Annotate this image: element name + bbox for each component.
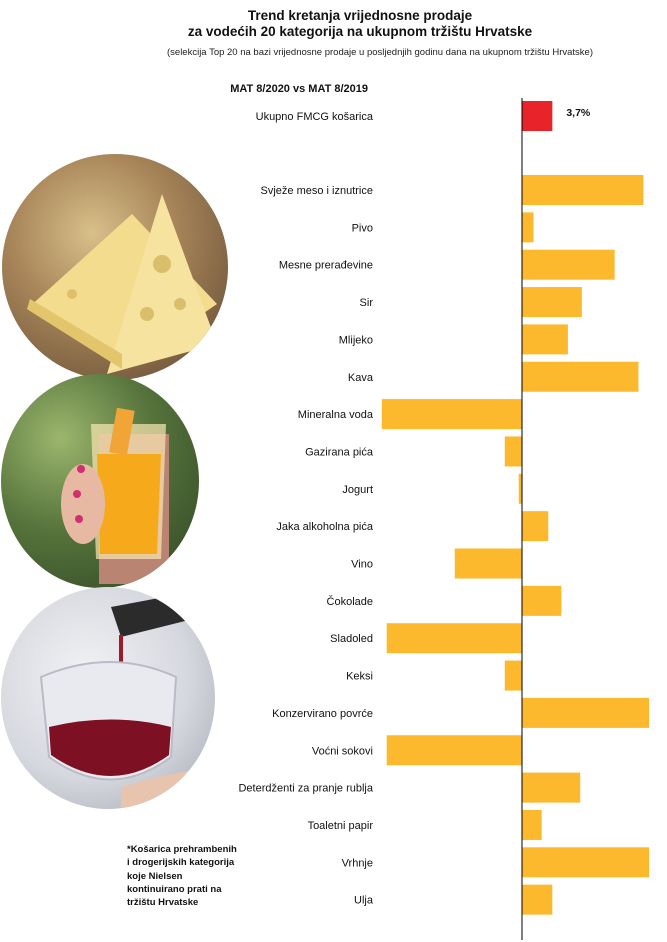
total-bar — [522, 101, 553, 131]
category-bar — [381, 399, 522, 430]
category-bar — [504, 436, 522, 467]
category-label: Sladoled — [330, 633, 373, 645]
category-bar — [522, 212, 534, 243]
chart-title-line-2: za vodećih 20 kategorija na ukupnom trži… — [187, 24, 533, 39]
category-bar — [386, 735, 522, 766]
footnote: *Košarica prehrambenih i drogerijskih ka… — [127, 844, 237, 909]
category-label: Svježe meso i iznutrice — [261, 185, 374, 197]
period-label: MAT 8/2020 vs MAT 8/2019 — [230, 83, 368, 95]
category-bar — [504, 660, 522, 691]
category-label: Keksi — [346, 671, 373, 683]
orange-juice-photo — [1, 374, 199, 588]
category-label: Mlijeko — [339, 334, 373, 346]
category-bar — [522, 287, 582, 318]
category-label: Vino — [351, 559, 373, 571]
category-bar — [522, 511, 549, 542]
category-label: Mineralna voda — [298, 409, 374, 421]
chart-title-line-1: Trend kretanja vrijednosne prodaje — [247, 8, 473, 23]
category-label: Konzervirano povrće — [272, 708, 373, 720]
category-bar — [518, 473, 522, 504]
category-bar — [522, 585, 562, 616]
category-bar — [522, 772, 581, 803]
category-bar — [454, 548, 522, 579]
category-bar — [522, 884, 553, 915]
category-bar — [522, 324, 568, 355]
category-label: Čokolade — [327, 595, 373, 608]
total-value-label: 3,7% — [566, 107, 591, 119]
category-label: Jaka alkoholna pića — [276, 521, 374, 533]
category-label: Voćni sokovi — [312, 745, 373, 757]
category-bar — [522, 847, 650, 878]
category-bar — [522, 175, 644, 205]
category-label: Vrhnje — [342, 857, 373, 869]
category-label: Gazirana pića — [305, 446, 374, 458]
category-bar — [522, 697, 650, 728]
category-label: Kava — [348, 372, 374, 384]
category-bar — [522, 249, 615, 280]
category-label: Toaletni papir — [308, 820, 374, 832]
category-label: Sir — [360, 297, 374, 309]
category-label: Ulja — [354, 895, 374, 907]
category-bar — [386, 623, 522, 654]
red-wine-photo — [1, 587, 215, 809]
category-bar — [522, 361, 639, 392]
chart-subtitle: (selekcija Top 20 na bazi vrijednosne pr… — [167, 47, 593, 58]
total-label: Ukupno FMCG košarica — [256, 111, 374, 123]
category-label: Deterdženti za pranje rublja — [238, 783, 373, 795]
category-label: Pivo — [352, 222, 373, 234]
category-label: Mesne prerađevine — [279, 260, 373, 272]
category-label: Jogurt — [342, 484, 373, 496]
cheese-photo — [2, 154, 228, 380]
category-bar — [522, 809, 542, 840]
